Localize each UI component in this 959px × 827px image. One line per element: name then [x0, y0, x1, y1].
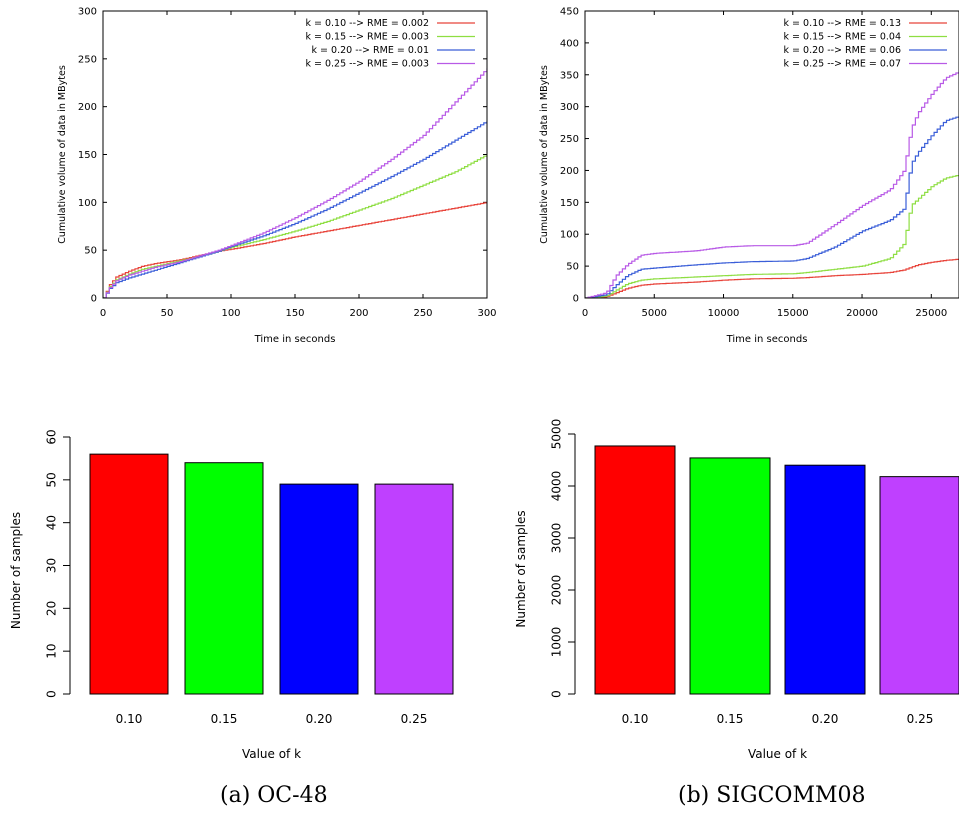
x-tick-label: 15000	[777, 308, 809, 319]
y-tick-label: 100	[560, 230, 579, 241]
x-tick-label: 150	[285, 308, 304, 319]
bar	[184, 462, 264, 695]
category-label: 0.20	[812, 712, 839, 726]
y-axis-label: Number of samples	[9, 512, 23, 629]
bar	[89, 453, 169, 695]
y-tick-label: 1000	[550, 627, 564, 658]
y-tick-label: 0	[573, 294, 579, 305]
x-tick-label: 20000	[846, 308, 878, 319]
y-tick-label: 2000	[550, 575, 564, 606]
y-tick-label: 100	[78, 198, 97, 209]
legend-label: k = 0.20 --> RME = 0.01	[312, 45, 429, 56]
y-tick-label: 150	[560, 198, 579, 209]
legend-label: k = 0.15 --> RME = 0.003	[305, 32, 429, 43]
y-tick-label: 250	[560, 134, 579, 145]
bar	[374, 483, 454, 695]
series-line	[103, 154, 487, 298]
y-tick-label: 10	[45, 644, 59, 659]
y-tick-label: 200	[78, 102, 97, 113]
caption-b: (b) SIGCOMM08	[678, 783, 866, 808]
x-tick-label: 200	[349, 308, 368, 319]
legend-label: k = 0.10 --> RME = 0.13	[784, 18, 901, 29]
series-line	[585, 116, 959, 298]
caption-a: (a) OC-48	[220, 783, 328, 808]
y-axis-label: Number of samples	[514, 510, 528, 627]
plot-frame	[102, 10, 488, 299]
y-tick-label: 0	[550, 690, 564, 698]
y-tick-label: 0	[91, 294, 97, 305]
legend-label: k = 0.25 --> RME = 0.07	[784, 59, 901, 70]
legend-label: k = 0.10 --> RME = 0.002	[305, 18, 429, 29]
bar	[279, 483, 359, 695]
y-tick-label: 3000	[550, 523, 564, 554]
y-tick-label: 150	[78, 150, 97, 161]
x-axis-label: Time in seconds	[254, 334, 336, 345]
y-tick-label: 450	[560, 7, 579, 18]
y-tick-label: 60	[45, 429, 59, 444]
category-label: 0.25	[907, 712, 934, 726]
bar	[784, 464, 866, 695]
y-axis-label: Cumulative volume of data in MBytes	[539, 65, 550, 244]
y-tick-label: 400	[560, 38, 579, 49]
plot-frame	[584, 10, 959, 299]
x-tick-label: 25000	[915, 308, 947, 319]
x-tick-label: 5000	[642, 308, 667, 319]
category-label: 0.10	[116, 712, 143, 726]
y-tick-label: 200	[560, 166, 579, 177]
x-tick-label: 250	[413, 308, 432, 319]
legend-label: k = 0.20 --> RME = 0.06	[784, 45, 901, 56]
y-tick-label: 300	[560, 102, 579, 113]
x-tick-label: 10000	[708, 308, 740, 319]
bar	[689, 457, 771, 695]
y-tick-label: 50	[84, 246, 97, 257]
y-tick-label: 40	[45, 515, 59, 530]
y-tick-label: 250	[78, 54, 97, 65]
x-tick-label: 0	[100, 308, 106, 319]
series-line	[103, 202, 487, 298]
y-tick-label: 20	[45, 601, 59, 616]
series-line	[585, 174, 959, 298]
category-label: 0.25	[401, 712, 428, 726]
series-line	[585, 258, 959, 298]
x-axis-label: Value of k	[242, 747, 301, 761]
x-axis-label: Value of k	[748, 747, 807, 761]
category-label: 0.15	[717, 712, 744, 726]
y-tick-label: 4000	[550, 471, 564, 502]
series-line	[585, 71, 959, 298]
y-tick-label: 5000	[550, 419, 564, 450]
category-label: 0.15	[211, 712, 238, 726]
y-tick-label: 50	[566, 262, 579, 273]
x-tick-label: 300	[477, 308, 496, 319]
y-tick-label: 30	[45, 558, 59, 573]
category-label: 0.20	[306, 712, 333, 726]
y-tick-label: 0	[45, 690, 59, 698]
y-tick-label: 50	[45, 472, 59, 487]
x-tick-label: 0	[582, 308, 588, 319]
x-tick-label: 100	[221, 308, 240, 319]
x-tick-label: 50	[161, 308, 174, 319]
legend-label: k = 0.15 --> RME = 0.04	[784, 32, 901, 43]
x-axis-label: Time in seconds	[726, 334, 808, 345]
bar	[879, 476, 959, 695]
bar	[594, 445, 676, 695]
category-label: 0.10	[622, 712, 649, 726]
legend-label: k = 0.25 --> RME = 0.003	[305, 59, 429, 70]
series-line	[103, 68, 487, 298]
y-tick-label: 350	[560, 70, 579, 81]
y-axis-label: Cumulative volume of data in MBytes	[57, 65, 68, 244]
series-line	[103, 121, 487, 298]
y-tick-label: 300	[78, 7, 97, 18]
